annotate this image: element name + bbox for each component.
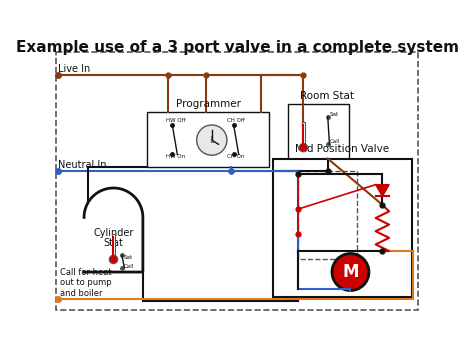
Text: Call: Call — [329, 139, 340, 144]
Bar — [302, 124, 304, 146]
Bar — [302, 122, 305, 148]
Polygon shape — [376, 185, 389, 196]
Text: Stat: Stat — [103, 237, 123, 248]
Text: Cylinder: Cylinder — [93, 228, 134, 237]
Circle shape — [109, 255, 118, 264]
Text: Sat: Sat — [329, 111, 338, 116]
Text: Call for heat
out to pump
and boiler: Call for heat out to pump and boiler — [60, 268, 111, 297]
Text: Live In: Live In — [58, 64, 90, 74]
Text: Example use of a 3 port valve in a complete system: Example use of a 3 port valve in a compl… — [16, 40, 458, 55]
Text: HW Off: HW Off — [165, 118, 185, 123]
Bar — [273, 159, 412, 297]
Text: CH Off: CH Off — [227, 118, 245, 123]
Bar — [112, 236, 114, 258]
Circle shape — [332, 253, 369, 290]
Circle shape — [299, 143, 308, 152]
Text: Mid Position Valve: Mid Position Valve — [295, 144, 390, 154]
Text: Programmer: Programmer — [175, 99, 240, 109]
Bar — [112, 234, 115, 260]
Text: Sat: Sat — [124, 255, 133, 260]
Text: Room Stat: Room Stat — [300, 91, 354, 100]
Text: L: L — [210, 136, 214, 144]
Bar — [147, 113, 269, 167]
Bar — [56, 52, 418, 310]
Text: M: M — [342, 263, 359, 281]
Polygon shape — [84, 188, 143, 272]
Text: Neutral In: Neutral In — [58, 160, 107, 170]
Circle shape — [197, 125, 227, 155]
Bar — [288, 104, 349, 159]
Text: HW On: HW On — [165, 154, 185, 159]
Bar — [298, 171, 357, 260]
Text: Call: Call — [124, 264, 134, 269]
Text: CH On: CH On — [227, 154, 244, 159]
